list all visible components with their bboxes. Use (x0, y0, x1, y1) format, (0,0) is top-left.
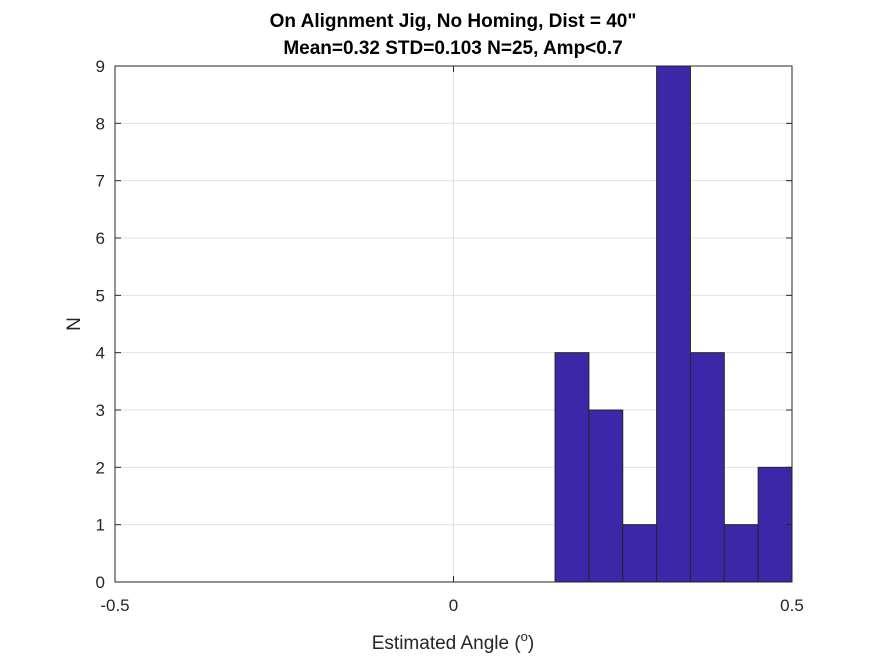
y-tick-label: 3 (96, 401, 105, 420)
x-tick-label: 0.5 (780, 596, 804, 615)
histogram-bars (554, 65, 793, 583)
y-tick-label: 1 (96, 516, 105, 535)
y-tick-label: 6 (96, 229, 105, 248)
chart-title: On Alignment Jig, No Homing, Dist = 40" (270, 11, 637, 32)
x-axis-label: Estimated Angle (o) (372, 629, 534, 654)
histogram-bar (723, 524, 759, 583)
histogram-bar (622, 524, 658, 583)
histogram-bar (554, 352, 590, 583)
chart-subtitle: Mean=0.32 STD=0.103 N=25, Amp<0.7 (283, 38, 622, 59)
x-tick-label: 0 (449, 596, 458, 615)
y-tick-label: 5 (96, 286, 105, 305)
x-axis-label-superscript: o (521, 629, 528, 644)
histogram-bar (588, 409, 624, 583)
y-tick-label: 0 (96, 573, 105, 592)
x-axis-label-close: ) (528, 633, 534, 654)
histogram-bar (689, 352, 725, 583)
x-tick-label: -0.5 (100, 596, 129, 615)
y-tick-label: 7 (96, 172, 105, 191)
y-tick-label: 8 (96, 114, 105, 133)
x-axis-label-text: Estimated Angle ( (372, 633, 522, 654)
y-tick-label: 9 (96, 57, 105, 76)
y-tick-label: 4 (96, 344, 105, 363)
y-axis-label: N (64, 317, 85, 331)
histogram-bar (656, 65, 691, 583)
y-tick-label: 2 (96, 458, 105, 477)
axis-ticks: -0.5 0 0.5 0 1 2 3 4 5 6 7 8 9 (96, 57, 804, 615)
